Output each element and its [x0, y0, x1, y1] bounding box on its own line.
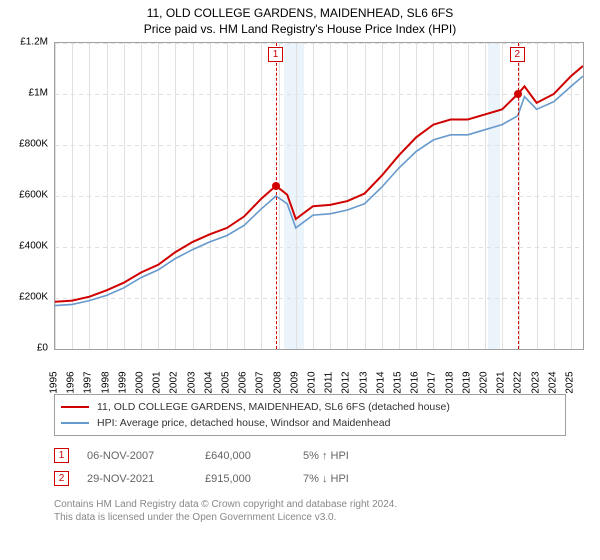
series-line	[55, 66, 583, 302]
title-address: 11, OLD COLLEGE GARDENS, MAIDENHEAD, SL6…	[0, 6, 600, 20]
legend-swatch	[61, 406, 89, 408]
grid-line-h	[55, 94, 583, 95]
x-tick-label: 2023	[530, 371, 541, 393]
footer-attribution: Contains HM Land Registry data © Crown c…	[54, 498, 566, 524]
x-tick-label: 2000	[134, 371, 145, 393]
x-tick-label: 2004	[203, 371, 214, 393]
grid-line-h	[55, 349, 583, 350]
y-tick-label: £600K	[19, 190, 48, 201]
x-tick-label: 2014	[375, 371, 386, 393]
event-dot	[272, 182, 280, 190]
event-line	[276, 43, 277, 349]
x-tick-label: 2019	[461, 371, 472, 393]
x-tick-label: 1999	[117, 371, 128, 393]
event-marker-box: 2	[510, 47, 525, 62]
grid-line-h	[55, 145, 583, 146]
grid-line-h	[55, 43, 583, 44]
event-delta: 5% ↑ HPI	[303, 450, 349, 462]
x-tick-label: 1998	[100, 371, 111, 393]
event-price: £640,000	[205, 450, 285, 462]
grid-line-h	[55, 298, 583, 299]
legend-label: HPI: Average price, detached house, Wind…	[97, 417, 390, 429]
grid-line-h	[55, 247, 583, 248]
plot-area: 12	[54, 42, 584, 350]
series-line	[55, 76, 583, 306]
x-tick-label: 2008	[272, 371, 283, 393]
events-table: 1 06-NOV-2007 £640,000 5% ↑ HPI 2 29-NOV-2021…	[54, 444, 566, 490]
x-tick-label: 2020	[478, 371, 489, 393]
x-tick-label: 2007	[255, 371, 266, 393]
x-tick-label: 2018	[444, 371, 455, 393]
x-tick-label: 2003	[186, 371, 197, 393]
x-axis: 1995199619971998199920002001200220032004…	[54, 352, 584, 388]
x-tick-label: 2001	[152, 371, 163, 393]
x-tick-label: 1995	[49, 371, 60, 393]
event-date: 06-NOV-2007	[87, 450, 187, 462]
event-delta: 7% ↓ HPI	[303, 473, 349, 485]
legend-item: 11, OLD COLLEGE GARDENS, MAIDENHEAD, SL6…	[61, 399, 559, 415]
event-line	[518, 43, 519, 349]
x-tick-label: 2016	[410, 371, 421, 393]
event-number-box: 1	[54, 448, 69, 463]
title-subtitle: Price paid vs. HM Land Registry's House …	[0, 22, 600, 36]
event-row: 2 29-NOV-2021 £915,000 7% ↓ HPI	[54, 467, 566, 490]
x-tick-label: 2006	[238, 371, 249, 393]
grid-line-h	[55, 196, 583, 197]
x-tick-label: 2015	[392, 371, 403, 393]
x-tick-label: 1997	[83, 371, 94, 393]
x-tick-label: 2012	[341, 371, 352, 393]
y-tick-label: £1.2M	[20, 37, 48, 48]
y-tick-label: £400K	[19, 241, 48, 252]
footer-line-1: Contains HM Land Registry data © Crown c…	[54, 498, 566, 511]
x-tick-label: 2010	[306, 371, 317, 393]
chart: £0£200K£400K£600K£800K£1M£1.2M 12 199519…	[10, 42, 590, 388]
x-tick-label: 2022	[513, 371, 524, 393]
y-tick-label: £1M	[29, 88, 48, 99]
x-tick-label: 2025	[564, 371, 575, 393]
event-date: 29-NOV-2021	[87, 473, 187, 485]
legend-swatch	[61, 422, 89, 424]
event-dot	[514, 90, 522, 98]
x-tick-label: 2009	[289, 371, 300, 393]
legend: 11, OLD COLLEGE GARDENS, MAIDENHEAD, SL6…	[54, 394, 566, 436]
x-tick-label: 2017	[427, 371, 438, 393]
x-tick-label: 2013	[358, 371, 369, 393]
y-axis: £0£200K£400K£600K£800K£1M£1.2M	[10, 42, 52, 350]
event-price: £915,000	[205, 473, 285, 485]
legend-item: HPI: Average price, detached house, Wind…	[61, 415, 559, 431]
x-tick-label: 2021	[496, 371, 507, 393]
x-tick-label: 1996	[66, 371, 77, 393]
x-tick-label: 2005	[220, 371, 231, 393]
event-number-box: 2	[54, 471, 69, 486]
footer-line-2: This data is licensed under the Open Gov…	[54, 511, 566, 524]
x-tick-label: 2024	[547, 371, 558, 393]
x-tick-label: 2002	[169, 371, 180, 393]
event-row: 1 06-NOV-2007 £640,000 5% ↑ HPI	[54, 444, 566, 467]
event-marker-box: 1	[268, 47, 283, 62]
y-tick-label: £200K	[19, 292, 48, 303]
legend-label: 11, OLD COLLEGE GARDENS, MAIDENHEAD, SL6…	[97, 401, 450, 413]
y-tick-label: £800K	[19, 139, 48, 150]
x-tick-label: 2011	[324, 372, 335, 394]
y-tick-label: £0	[37, 343, 48, 354]
